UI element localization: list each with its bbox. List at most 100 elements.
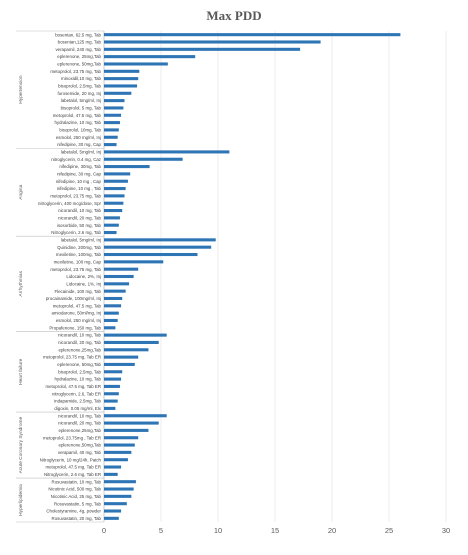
category-label: eplerenone,50mg,Tab — [59, 443, 102, 448]
x-tick-label: 5 — [159, 526, 163, 535]
bar — [104, 40, 321, 44]
bar — [104, 223, 119, 227]
bar — [104, 428, 149, 432]
bar — [104, 333, 167, 337]
category-label: bisoprolol, 2.5mg, Tab — [58, 84, 101, 89]
bar — [104, 304, 122, 308]
category-label: verapamil, 240 mg, Tab — [55, 47, 101, 52]
category-label: isosorbide, 50 mg, Tab — [57, 223, 102, 228]
category-label: bosentan, 62.5 mg, Tab — [55, 32, 101, 37]
bar — [104, 472, 118, 476]
category-label: digoxin, 0.05 mg/ml, Elx — [54, 406, 101, 411]
x-axis-ticks: 0 5 10 15 20 25 30 — [102, 526, 450, 535]
category-label: Flecainide, 100 mg, Tab — [54, 289, 101, 294]
group-label: Hypertension — [18, 75, 24, 104]
category-label: mexiletine, 100mg, Tab — [56, 252, 102, 257]
category-label: Rosuvastatin, 20 mg, Tab — [52, 516, 102, 521]
category-label: eplerenone, 50mg,Tab — [57, 62, 101, 67]
bar — [104, 91, 132, 95]
bar — [104, 362, 135, 366]
category-label: nitroglycerin, 0.4 mg, Caz — [51, 157, 101, 162]
category-label: metoprolol, 47.5 mg, Tab ER — [45, 465, 101, 470]
category-label: mexiletine, 100 mg, Cap — [54, 259, 102, 264]
bar — [104, 348, 149, 352]
category-label: nicorandil, 10 mg, Tab — [58, 413, 101, 418]
category-label: Propafenone, 150 mg, Tab — [49, 325, 101, 330]
bar — [104, 458, 128, 462]
bar — [104, 157, 183, 161]
category-label: procainamide, 100mg/ml, Inj — [46, 296, 101, 301]
bar — [104, 326, 116, 330]
x-tick-label: 10 — [214, 526, 222, 535]
category-label: nitroglycerin, 2.6, Tab ER — [52, 391, 101, 396]
category-label: bosentan,125 mg, Tab — [58, 40, 102, 45]
category-label: labetalol, 5mg/ml, Inj — [61, 237, 101, 242]
bar — [104, 296, 123, 301]
category-label: metoprolol, 23.75 mg, Tab — [50, 267, 101, 272]
bar — [104, 274, 134, 279]
category-label: nifedipine, 30 mg, Cap — [57, 172, 101, 177]
bar — [104, 201, 124, 205]
chart-title: Max PDD — [206, 8, 261, 23]
category-label: esmolol, 250 mg/ml, Inj — [56, 318, 101, 323]
bar — [104, 282, 130, 286]
category-label: Rosuvastatin, 10 mg, Tab — [52, 479, 102, 484]
group-label: Heart failure — [18, 358, 24, 384]
category-label: labetalol, 5mg/ml, Inj — [61, 98, 101, 103]
bar — [104, 179, 128, 183]
x-tick-label: 15 — [271, 526, 279, 535]
category-label: nifedipine, 10 mg , Cap — [56, 179, 102, 184]
bar — [104, 318, 118, 323]
bar — [104, 355, 139, 359]
category-label: nicorandil, 10 mg, Tab — [58, 208, 101, 213]
bar — [104, 370, 123, 374]
category-label: metoprolol, 23.75 mg, Tab ER — [43, 355, 101, 360]
bar — [104, 377, 122, 381]
bar — [104, 421, 159, 425]
category-label: Nicotinic Acid, 500 mg, Tab — [48, 487, 101, 492]
category-label: bisoprolol, 10mg, Tab — [59, 128, 101, 133]
category-label: verapamil, 40 mg, Tab — [58, 450, 102, 455]
bar — [104, 392, 119, 396]
category-label: nifedipine, 10 mg , Tab — [57, 186, 102, 191]
bar — [104, 260, 164, 264]
bar — [104, 406, 116, 410]
bar — [104, 414, 167, 418]
category-label: eplerenone, 25mg,Tab — [57, 54, 101, 59]
bar — [104, 502, 127, 506]
category-label: hydralazine, 10 mg, Tab — [54, 120, 101, 125]
x-tick-label: 25 — [385, 526, 393, 535]
category-label: metoprolol, 23.75 mg, Tab — [50, 69, 101, 74]
category-label: indapamide, 2.5mg, Tab — [54, 399, 101, 404]
bar — [104, 165, 150, 169]
group-label: Hyperlipidemia — [18, 484, 24, 516]
bar — [104, 252, 198, 257]
bar — [104, 143, 117, 147]
bar — [104, 450, 132, 454]
bar — [104, 509, 122, 513]
bar — [104, 209, 123, 213]
category-label: furosemide, 20 mg, Inj — [58, 91, 101, 96]
group-label: Arrhythmias — [18, 270, 24, 296]
bar — [104, 150, 230, 154]
category-label: metoprolol, 47.5 mg, Tab ER — [45, 384, 101, 389]
category-label: esmolol, 250 mg/ml, Inj — [56, 135, 101, 140]
bar — [104, 238, 216, 242]
bar — [104, 487, 134, 491]
category-label: nitroglycerin, 400 mcg/dose, Spr — [38, 201, 102, 206]
bar — [104, 399, 118, 403]
bar — [104, 436, 139, 440]
bar — [104, 121, 120, 125]
category-label: eplerenone, 50mg,Tab — [57, 362, 101, 367]
x-tick-label: 0 — [102, 526, 106, 535]
bar — [104, 443, 135, 447]
category-label: metoprolol, 47.5 mg, Tab — [53, 303, 102, 308]
category-label: Lidocaine, 2%, Inj — [66, 274, 101, 279]
category-label: metoprolol, 47.5 mg, Tab — [53, 113, 102, 118]
category-label: Rosuvastatin, 5 mg, Tab — [54, 501, 102, 506]
bar — [104, 135, 118, 139]
group-label: Angina — [18, 184, 24, 199]
category-label: Nitroglycerin, 2.6 mg, Tab ER — [44, 472, 101, 477]
bar — [104, 267, 139, 271]
